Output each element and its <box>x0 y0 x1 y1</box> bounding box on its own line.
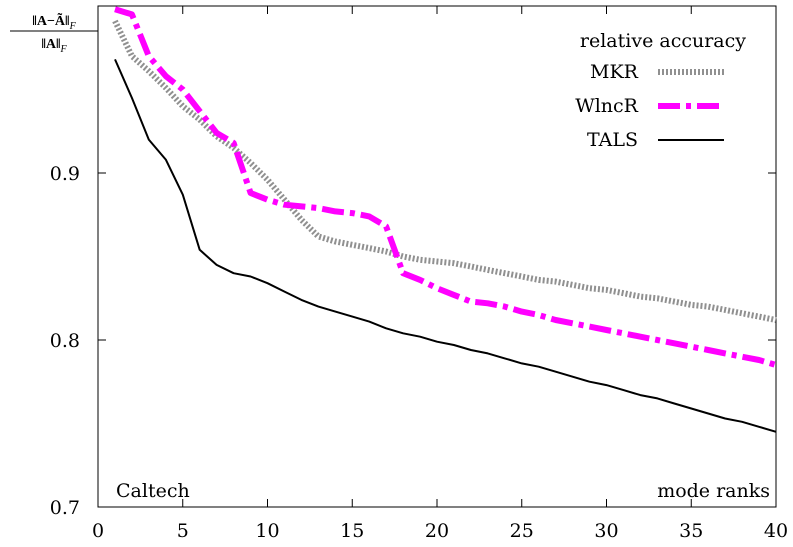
x-tick-label: 20 <box>425 520 449 542</box>
y-axis-label-subscript: F <box>60 44 68 55</box>
legend: relative accuracy MKR WlncR TALS <box>575 30 746 151</box>
x-tick-label: 0 <box>92 520 104 542</box>
axes: 0 5 10 15 20 25 30 35 40 0.7 0.8 0.9 <box>50 5 788 542</box>
legend-label-wlncr: WlncR <box>575 95 638 117</box>
x-tick-label: 25 <box>510 520 534 542</box>
x-axis-label: mode ranks <box>657 480 770 502</box>
x-tick-label: 30 <box>594 520 618 542</box>
y-tick-label: 0.8 <box>50 330 80 352</box>
y-axis-label-subscript: F <box>69 21 77 32</box>
x-tick-label: 5 <box>177 520 189 542</box>
y-axis-label-denominator: ‖A‖F <box>41 37 67 55</box>
y-tick-label: 0.9 <box>50 163 80 185</box>
series-line-tals <box>114 58 777 433</box>
series-line-wlncr <box>114 6 777 368</box>
legend-label-mkr: MKR <box>590 61 639 83</box>
x-tick-label: 10 <box>255 520 279 542</box>
x-tick-label: 40 <box>764 520 788 542</box>
series-line-mkr <box>112 19 777 323</box>
y-axis-label-numerator: ‖A−Ã‖F <box>32 11 76 32</box>
dataset-label: Caltech <box>116 480 190 502</box>
legend-label-tals: TALS <box>587 129 638 151</box>
legend-title: relative accuracy <box>580 30 746 52</box>
y-axis-label: ‖A−Ã‖F ‖A‖F <box>10 11 98 55</box>
plot-annotations: Caltech mode ranks <box>116 480 770 502</box>
x-tick-label: 15 <box>340 520 364 542</box>
x-tick-label: 35 <box>679 520 703 542</box>
series-lines <box>112 6 777 433</box>
plot-frame <box>97 5 777 508</box>
y-tick-label: 0.7 <box>50 497 80 519</box>
